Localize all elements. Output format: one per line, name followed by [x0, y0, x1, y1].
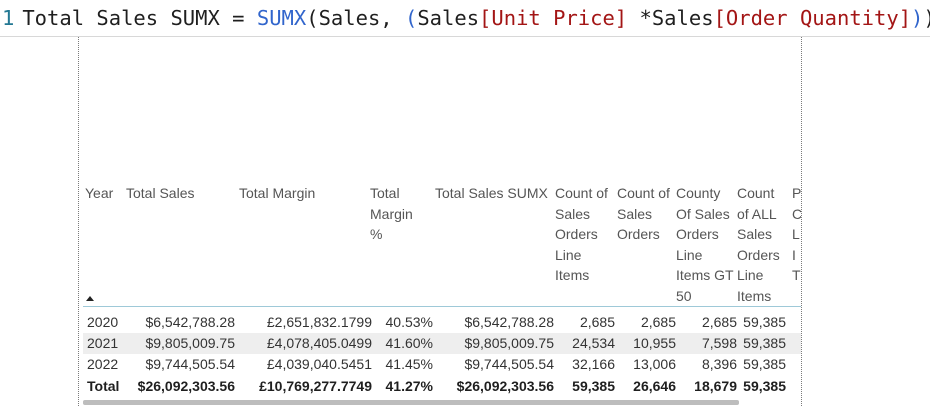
function-name: SUMX — [256, 6, 307, 30]
table-ref-2: Sales — [651, 6, 714, 30]
header-count-all-sales-orders[interactable]: Count of ALL Sales Orders Line Items — [737, 185, 780, 304]
cell-count-all: 59,385 — [743, 356, 786, 372]
header-truncated-column[interactable]: P C L I T — [792, 185, 801, 283]
measure-name: Total Sales SUMX — [22, 6, 220, 30]
header-county-sales-orders-gt50[interactable]: County Of Sales Orders Line Items GT 50 — [676, 185, 734, 304]
header-year[interactable]: Year — [85, 185, 114, 201]
cell-total-sales-sumx: $26,092,303.56 — [456, 378, 554, 394]
header-total-margin-pct[interactable]: Total Margin % — [370, 185, 413, 242]
horizontal-scrollbar[interactable] — [83, 400, 739, 405]
cell-count-all: 59,385 — [743, 378, 786, 394]
total-row: Total $26,092,303.56 £10,769,277.7749 41… — [83, 376, 801, 397]
cell-count-gt50: 8,396 — [701, 356, 737, 372]
cell-count-gt50: 2,685 — [701, 314, 737, 330]
cell-total-margin: £4,078,405.0499 — [266, 335, 372, 351]
cell-total-sales: $26,092,303.56 — [137, 378, 235, 394]
cell-total-sales: $6,542,788.28 — [145, 314, 235, 330]
cell-total-sales: $9,805,009.75 — [145, 335, 235, 351]
header-count-sales-orders[interactable]: Count of Sales Orders — [617, 185, 670, 242]
cell-total-margin-pct: 40.53% — [385, 314, 433, 330]
table-row: 2020 $6,542,788.28 £2,651,832.1799 40.53… — [83, 312, 801, 333]
cell-total-margin: £4,039,040.5451 — [266, 356, 372, 372]
cell-year: 2021 — [87, 335, 119, 351]
cell-count-gt50: 7,598 — [701, 335, 737, 351]
cell-year: 2020 — [87, 314, 119, 330]
table-visual[interactable]: Year Total Sales Total Margin Total Marg… — [78, 37, 802, 406]
column-ref-1: [Unit Price] — [479, 6, 628, 30]
open-paren: ( — [306, 6, 319, 30]
close-paren: ) — [923, 6, 930, 30]
cell-total-sales-sumx: $9,744,505.54 — [464, 356, 554, 372]
cell-total-sales-sumx: $6,542,788.28 — [464, 314, 554, 330]
line-number: 1 — [2, 6, 15, 30]
operator: * — [627, 6, 652, 30]
column-ref-2: [Order Quantity] — [713, 6, 912, 30]
cell-total-margin: £10,769,277.7749 — [259, 378, 372, 394]
cell-total-sales: $9,744,505.54 — [145, 356, 235, 372]
header-total-sales[interactable]: Total Sales — [126, 185, 195, 201]
cell-count-gt50: 18,679 — [694, 378, 737, 394]
cell-count-line-items: 24,534 — [572, 335, 615, 351]
table-row: 2022 $9,744,505.54 £4,039,040.5451 41.45… — [83, 354, 801, 375]
cell-year: 2022 — [87, 356, 119, 372]
table-ref-1: Sales — [417, 6, 480, 30]
cell-count-orders: 10,955 — [633, 335, 676, 351]
cell-count-line-items: 59,385 — [572, 378, 615, 394]
table-argument: Sales, — [318, 6, 405, 30]
cell-count-all: 59,385 — [743, 335, 786, 351]
inner-open-paren: ( — [404, 6, 418, 30]
sort-ascending-icon[interactable] — [86, 296, 94, 301]
dax-formula-bar[interactable]: 1 Total Sales SUMX = SUMX(Sales, (Sales[U… — [0, 0, 930, 37]
cell-total-label: Total — [87, 378, 120, 394]
header-total-sales-sumx[interactable]: Total Sales SUMX — [435, 185, 548, 201]
cell-count-orders: 2,685 — [640, 314, 676, 330]
equals-sign: = — [219, 6, 257, 30]
inner-close-paren: ) — [911, 6, 924, 30]
header-divider — [83, 306, 801, 307]
cell-total-margin-pct: 41.60% — [385, 335, 433, 351]
cell-count-orders: 26,646 — [633, 378, 676, 394]
cell-count-line-items: 2,685 — [579, 314, 615, 330]
cell-total-margin: £2,651,832.1799 — [266, 314, 372, 330]
cell-count-all: 59,385 — [743, 314, 786, 330]
table-row: 2021 $9,805,009.75 £4,078,405.0499 41.60… — [83, 333, 801, 354]
cell-count-orders: 13,006 — [633, 356, 676, 372]
cell-total-sales-sumx: $9,805,009.75 — [464, 335, 554, 351]
header-total-margin[interactable]: Total Margin — [239, 185, 316, 201]
cell-total-margin-pct: 41.27% — [385, 378, 433, 394]
cell-count-line-items: 32,166 — [572, 356, 615, 372]
header-count-sales-orders-line-items[interactable]: Count of Sales Orders Line Items — [555, 185, 608, 283]
cell-total-margin-pct: 41.45% — [385, 356, 433, 372]
